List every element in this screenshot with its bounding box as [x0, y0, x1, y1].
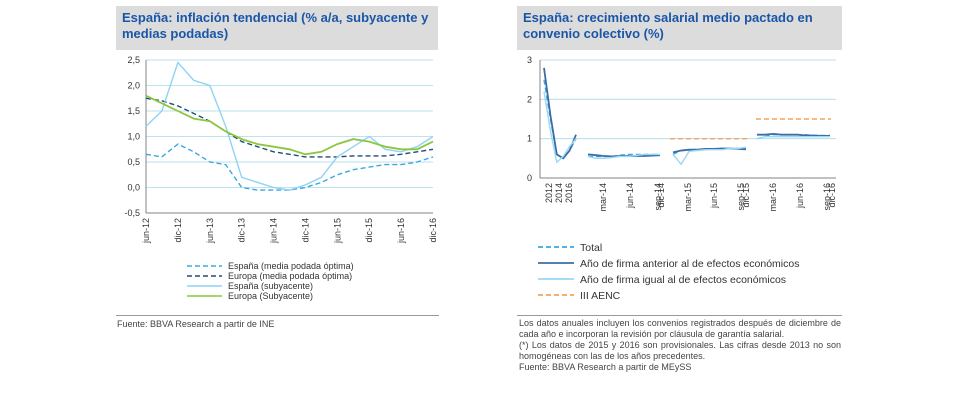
note-line: (*) Los datos de 2015 y 2016 son provisi… [519, 340, 841, 361]
x-tick-label: 2014 [554, 183, 564, 203]
x-tick-label: jun-16 [396, 218, 406, 244]
series-line [756, 135, 830, 140]
right-chart-title: España: crecimiento salarial medio pacta… [517, 6, 842, 50]
x-tick-label: sep-16 [822, 183, 832, 211]
x-tick-label: dic-16 [428, 218, 438, 243]
series-line [145, 97, 434, 158]
x-tick-label: jun-13 [205, 218, 215, 244]
y-tick-label: 1 [527, 134, 532, 144]
y-tick-label: 2,0 [127, 81, 140, 91]
x-tick-label: 2012 [544, 183, 554, 203]
series-line [587, 153, 660, 160]
series-line [145, 94, 434, 156]
y-tick-label: -0,5 [124, 208, 140, 218]
x-tick-label: sep-14 [653, 183, 663, 211]
x-tick-label: dic-16 [827, 183, 837, 208]
x-tick-label: jun-15 [709, 183, 719, 209]
x-tick-label: 2016 [564, 183, 574, 203]
legend-label: III AENC [580, 290, 621, 302]
y-tick-label: 0,0 [127, 183, 140, 193]
y-tick-label: 2,5 [127, 55, 140, 65]
y-tick-label: 0 [527, 173, 532, 183]
right-notes: Los datos anuales incluyen los convenios… [519, 318, 841, 373]
x-tick-label: jun-14 [625, 183, 635, 209]
series-line [543, 67, 577, 160]
right-notes-divider [517, 315, 842, 316]
x-tick-label: dic-15 [741, 183, 751, 208]
x-tick-label: sep-15 [736, 183, 746, 211]
series-line [145, 61, 434, 191]
x-tick-label: mar-15 [683, 183, 693, 212]
series-line [757, 132, 830, 137]
x-tick-label: jun-12 [141, 218, 151, 244]
legend-label: Europa (Subyacente) [228, 291, 313, 301]
x-tick-label: dic-13 [237, 218, 247, 243]
series-line [145, 143, 434, 191]
note-line: Los datos anuales incluyen los convenios… [519, 318, 841, 339]
y-tick-label: 1,0 [127, 132, 140, 142]
left-source-text: Fuente: BBVA Research a partir de INE [117, 319, 275, 329]
x-tick-label: dic-14 [656, 183, 666, 208]
legend-label: España (subyacente) [228, 281, 313, 291]
x-tick-label: jun-15 [332, 218, 342, 244]
y-tick-label: 3 [527, 55, 532, 65]
left-source-divider [116, 315, 439, 316]
legend-label: Europa (media podada óptima) [228, 271, 352, 281]
y-tick-label: 1,5 [127, 106, 140, 116]
legend-label: España (media podada óptima) [228, 261, 354, 271]
legend-label: Año de firma igual al de efectos económi… [580, 274, 786, 286]
series-line [543, 91, 577, 164]
x-tick-label: dic-12 [173, 218, 183, 243]
y-tick-label: 2 [527, 94, 532, 104]
series-line [672, 146, 747, 166]
x-tick-label: mar-16 [768, 183, 778, 212]
y-tick-label: 0,5 [127, 157, 140, 167]
x-tick-label: dic-15 [364, 218, 374, 243]
source-line: Fuente: BBVA Research a partir de MEySS [519, 362, 692, 372]
legend-label: Año de firma anterior al de efectos econ… [580, 258, 799, 270]
left-chart-title: España: inflación tendencial (% a/a, sub… [116, 6, 438, 50]
x-tick-label: jun-14 [269, 218, 279, 244]
x-tick-label: mar-14 [598, 183, 608, 212]
x-tick-label: dic-14 [300, 218, 310, 243]
legend-label: Total [580, 242, 602, 254]
x-tick-label: jun-16 [795, 183, 805, 209]
